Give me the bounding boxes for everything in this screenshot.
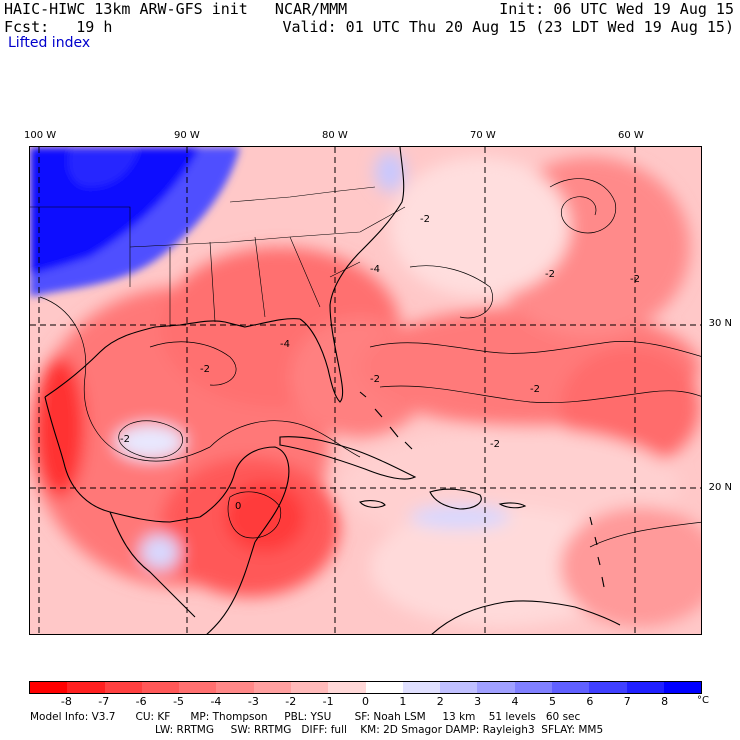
colorbar-swatch (290, 682, 329, 693)
colorbar-swatch (477, 682, 515, 693)
coastlines (44, 147, 621, 634)
forecast-hour: Fcst: 19 h (4, 18, 113, 36)
colorbar-tick-label: 8 (661, 695, 669, 708)
header-left: HAIC-HIWC 13km ARW-GFS init NCAR/MMM Fcs… (4, 0, 347, 36)
state-borders (30, 186, 406, 327)
colorbar-swatch (30, 682, 68, 693)
colorbar-swatch (551, 682, 590, 693)
lat-lon-grid (30, 147, 701, 634)
contour-label: -2 (370, 374, 380, 385)
colorbar-swatch (402, 682, 441, 693)
contour-label: -2 (490, 439, 500, 450)
colorbar-tick-label: 3 (474, 695, 482, 708)
contour-label: -2 (120, 434, 130, 445)
contour-label: -2 (630, 274, 640, 285)
colorbar-tick-label: -4 (210, 695, 222, 708)
contour-label: 0 (235, 501, 241, 512)
contour-label: -2 (530, 384, 540, 395)
lifted-index-map: -2 -2 -2 -4 -2 -2 0 -2 -2 -4 -2 (30, 147, 701, 634)
contour-label: -4 (280, 339, 290, 350)
lon-label: 60 W (618, 130, 644, 141)
colorbar-swatch (328, 682, 366, 693)
colorbar-swatch (216, 682, 254, 693)
lat-label: 30 N (708, 318, 732, 329)
colorbar-swatch (365, 682, 403, 693)
contour-label: -2 (200, 364, 210, 375)
colorbar-tick-label: 7 (623, 695, 631, 708)
valid-time: Valid: 01 UTC Thu 20 Aug 15 (23 LDT Wed … (282, 18, 734, 36)
colorbar-tick-label: 6 (586, 695, 594, 708)
contour-label: -2 (545, 269, 555, 280)
colorbar-swatch (514, 682, 552, 693)
colorbar-tick-label: -2 (285, 695, 297, 708)
contour-label-group: -2 -2 -2 -4 -2 -2 0 -2 -2 -4 -2 (120, 214, 640, 512)
colorbar-swatch (67, 682, 105, 693)
model-title: HAIC-HIWC 13km ARW-GFS init NCAR/MMM (4, 0, 348, 18)
colorbar-swatch (253, 682, 291, 693)
colorbar-tick-label: -3 (247, 695, 259, 708)
colorbar-swatch (104, 682, 142, 693)
header-right: Init: 06 UTC Wed 19 Aug 15 Valid: 01 UTC… (282, 0, 734, 36)
init-time: Init: 06 UTC Wed 19 Aug 15 (499, 0, 734, 18)
colorbar-tick-label: 2 (436, 695, 444, 708)
footer-physics-info: LW: RRTMG SW: RRTMG DIFF: full KM: 2D Sm… (155, 724, 604, 736)
lon-label: 100 W (24, 130, 57, 141)
shaded-field (30, 152, 701, 627)
colorbar-swatch (589, 682, 627, 693)
colorbar-swatch (141, 682, 180, 693)
colorbar-tick-label: -6 (135, 695, 147, 708)
contour-lines (39, 178, 701, 548)
lat-label: 20 N (708, 482, 732, 493)
footer-model-info: Model Info: V3.7 CU: KF MP: Thompson PBL… (30, 711, 581, 723)
cold-air-mass (30, 147, 240, 297)
colorbar-swatch (626, 682, 664, 693)
field-name: Lifted index (8, 35, 91, 51)
colorbar-tick-label: -7 (98, 695, 110, 708)
lon-label: 70 W (470, 130, 496, 141)
colorbar-tick-label: -5 (173, 695, 185, 708)
contour-label: -2 (420, 214, 430, 225)
map-panel: -2 -2 -2 -4 -2 -2 0 -2 -2 -4 -2 (29, 146, 702, 635)
lon-label: 90 W (174, 130, 200, 141)
colorbar-tick-label: 5 (548, 695, 556, 708)
colorbar-unit: °C (697, 695, 709, 706)
colorbar-tick-label: 1 (399, 695, 407, 708)
lon-label: 80 W (322, 130, 348, 141)
colorbar-tick-label: 4 (511, 695, 519, 708)
colorbar-swatch (179, 682, 217, 693)
colorbar-tick-label: -1 (322, 695, 334, 708)
colorbar-tick-label: -8 (60, 695, 72, 708)
colorbar-tick-label: 0 (362, 695, 369, 708)
contour-label: -4 (370, 264, 380, 275)
colorbar-swatch (663, 682, 702, 693)
colorbar-swatch (440, 682, 478, 693)
colorbar (29, 681, 702, 694)
